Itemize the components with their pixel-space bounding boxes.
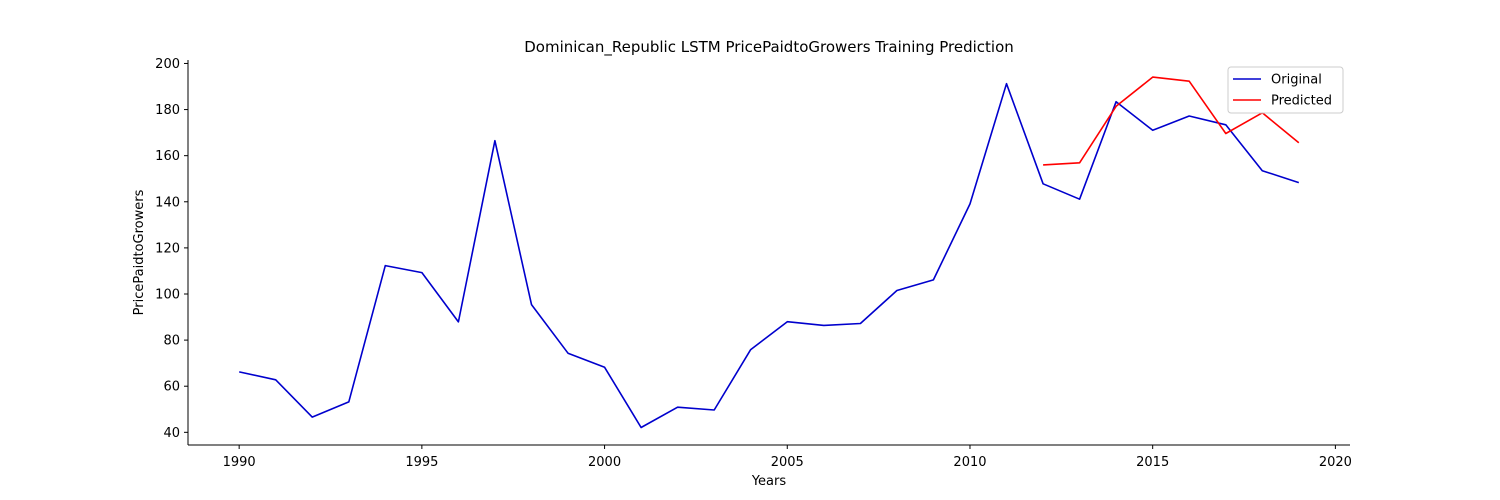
x-tick-label: 1995 xyxy=(405,455,438,470)
x-tick-label: 2000 xyxy=(588,455,621,470)
series-lines xyxy=(239,76,1300,429)
y-tick-label: 120 xyxy=(155,241,180,256)
legend-label-original: Original xyxy=(1271,73,1322,88)
x-axis-title: Years xyxy=(751,474,787,489)
y-tick-label: 40 xyxy=(163,426,180,441)
x-tick-label: 2020 xyxy=(1319,455,1352,470)
legend-label-predicted: Predicted xyxy=(1271,94,1332,109)
x-tick-label: 2005 xyxy=(771,455,804,470)
series-line-original xyxy=(239,82,1300,429)
x-tick-label: 2015 xyxy=(1136,455,1169,470)
x-tick-label: 2010 xyxy=(953,455,986,470)
series-line-predicted xyxy=(1043,76,1300,166)
y-tick-label: 60 xyxy=(163,380,180,395)
y-axis-title: PricePaidtoGrowers xyxy=(132,189,147,315)
y-tick-label: 180 xyxy=(155,103,180,118)
ticks: 1990 1995 2000 2005 2010 2015 2020 40 60 80 100 120… xyxy=(155,57,1352,470)
axes xyxy=(187,60,1350,446)
y-tick-label: 100 xyxy=(155,287,180,302)
y-tick-label: 200 xyxy=(155,57,180,72)
chart-title: Dominican_Republic LSTM PricePaidtoGrowe… xyxy=(524,38,1014,57)
y-tick-label: 140 xyxy=(155,195,180,210)
x-tick-label: 1990 xyxy=(223,455,256,470)
y-tick-label: 80 xyxy=(163,334,180,349)
y-tick-label: 160 xyxy=(155,149,180,164)
legend: Original Predicted xyxy=(1227,66,1344,114)
